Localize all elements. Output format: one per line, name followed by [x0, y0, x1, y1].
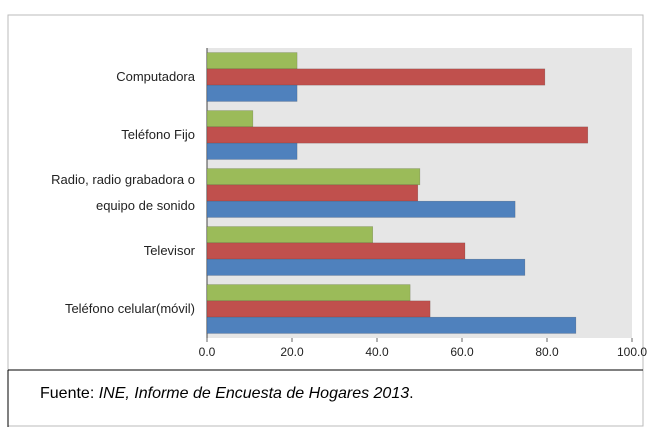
bar	[206, 52, 298, 70]
caption: Fuente: INE, Informe de Encuesta de Hoga…	[40, 385, 414, 403]
bar	[206, 226, 373, 244]
x-tick-label: 100.0	[617, 345, 647, 359]
bar	[206, 300, 431, 318]
bar	[206, 142, 298, 160]
y-tick-label: Teléfono Fijo	[121, 127, 195, 142]
caption-end: .	[409, 385, 414, 402]
x-tick-label: 80.0	[535, 345, 559, 359]
bar	[206, 68, 546, 86]
y-tick-label: Televisor	[143, 243, 195, 258]
bar	[206, 284, 411, 302]
caption-source: INE, Informe de Encuesta de Hogares 2013	[98, 385, 410, 402]
y-tick-label: Radio, radio grabadora o equipo de sonid…	[51, 172, 195, 213]
bar	[206, 184, 419, 202]
x-tick-label: 20.0	[280, 345, 304, 359]
bar	[206, 200, 516, 218]
x-tick-label: 60.0	[450, 345, 474, 359]
y-tick-label: Computadora	[116, 69, 195, 84]
x-tick-label: 40.0	[365, 345, 389, 359]
bar	[206, 110, 254, 128]
x-tick-label: 0.0	[199, 345, 216, 359]
caption-label: Fuente:	[40, 385, 95, 402]
bar	[206, 242, 466, 260]
bar	[206, 316, 577, 334]
bar	[206, 258, 526, 276]
bar	[206, 168, 421, 186]
bar	[206, 84, 298, 102]
y-tick-label: Teléfono celular(móvil)	[64, 301, 195, 316]
bar	[206, 126, 589, 144]
chart-frame	[7, 14, 644, 427]
